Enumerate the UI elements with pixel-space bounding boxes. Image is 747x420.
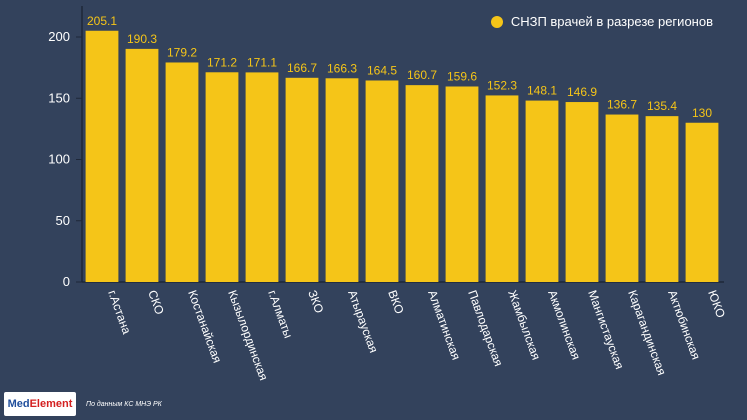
data-label: 160.7 xyxy=(407,68,437,82)
bar xyxy=(205,72,239,282)
bar xyxy=(285,77,319,282)
data-label: 152.3 xyxy=(487,78,517,92)
y-tick-label: 150 xyxy=(48,90,70,105)
data-label: 164.5 xyxy=(367,63,397,77)
x-tick-label: Акмолинская xyxy=(545,288,583,361)
bar xyxy=(685,122,719,282)
x-tick-label: Атырауская xyxy=(345,288,381,354)
data-label: 148.1 xyxy=(527,84,557,98)
data-label: 135.4 xyxy=(647,99,677,113)
bar xyxy=(165,62,199,283)
bar xyxy=(565,102,599,282)
bar xyxy=(245,72,279,282)
bar xyxy=(525,100,559,282)
bar xyxy=(365,80,399,282)
x-tick-label: Кызылординская xyxy=(225,288,271,382)
x-tick-label: ЮКО xyxy=(705,288,728,319)
data-label: 179.2 xyxy=(167,45,197,59)
x-tick-label: ЗКО xyxy=(305,288,326,315)
bar xyxy=(485,95,519,283)
x-tick-label: г.Астана xyxy=(105,288,134,336)
legend-swatch xyxy=(490,15,503,28)
bar xyxy=(645,116,679,282)
data-label: 171.2 xyxy=(207,55,237,69)
data-label: 159.6 xyxy=(447,69,477,83)
source-note: По данным КС МНЭ РК xyxy=(86,400,162,408)
legend: СНЗП врачей в разрезе регионов xyxy=(490,14,713,29)
bar xyxy=(325,78,359,282)
bar xyxy=(445,86,479,283)
bar xyxy=(605,114,639,282)
x-tick-label: Павлодарская xyxy=(465,288,506,368)
data-label: 166.3 xyxy=(327,61,357,75)
data-label: 205.1 xyxy=(87,14,117,28)
data-label: 146.9 xyxy=(567,85,597,99)
data-label: 166.7 xyxy=(287,61,317,75)
data-label: 130 xyxy=(692,106,712,120)
x-tick-label: Мангистауская xyxy=(585,288,627,371)
x-tick-label: Карагандинская xyxy=(625,288,669,377)
data-label: 171.1 xyxy=(247,55,277,69)
bar xyxy=(125,48,159,282)
footer: Med Element По данным КС МНЭ РК xyxy=(4,392,162,416)
medelement-logo: Med Element xyxy=(4,392,76,416)
x-tick-label: г.Алматы xyxy=(265,288,295,340)
x-tick-label: Актюбинская xyxy=(665,288,703,361)
y-tick-label: 200 xyxy=(48,29,70,44)
legend-label: СНЗП врачей в разрезе регионов xyxy=(510,14,713,29)
data-label: 190.3 xyxy=(127,32,157,46)
y-tick-label: 100 xyxy=(48,152,70,167)
x-tick-label: Костанайская xyxy=(185,288,224,365)
bar xyxy=(405,85,439,282)
x-tick-label: СКО xyxy=(145,288,167,316)
x-tick-label: Алматинская xyxy=(425,288,463,362)
y-tick-label: 50 xyxy=(56,213,70,228)
x-tick-label: ВКО xyxy=(385,288,406,316)
y-tick-label: 0 xyxy=(63,274,70,289)
x-tick-label: Жамбылская xyxy=(505,288,543,362)
data-label: 136.7 xyxy=(607,98,637,112)
bar xyxy=(85,30,119,282)
